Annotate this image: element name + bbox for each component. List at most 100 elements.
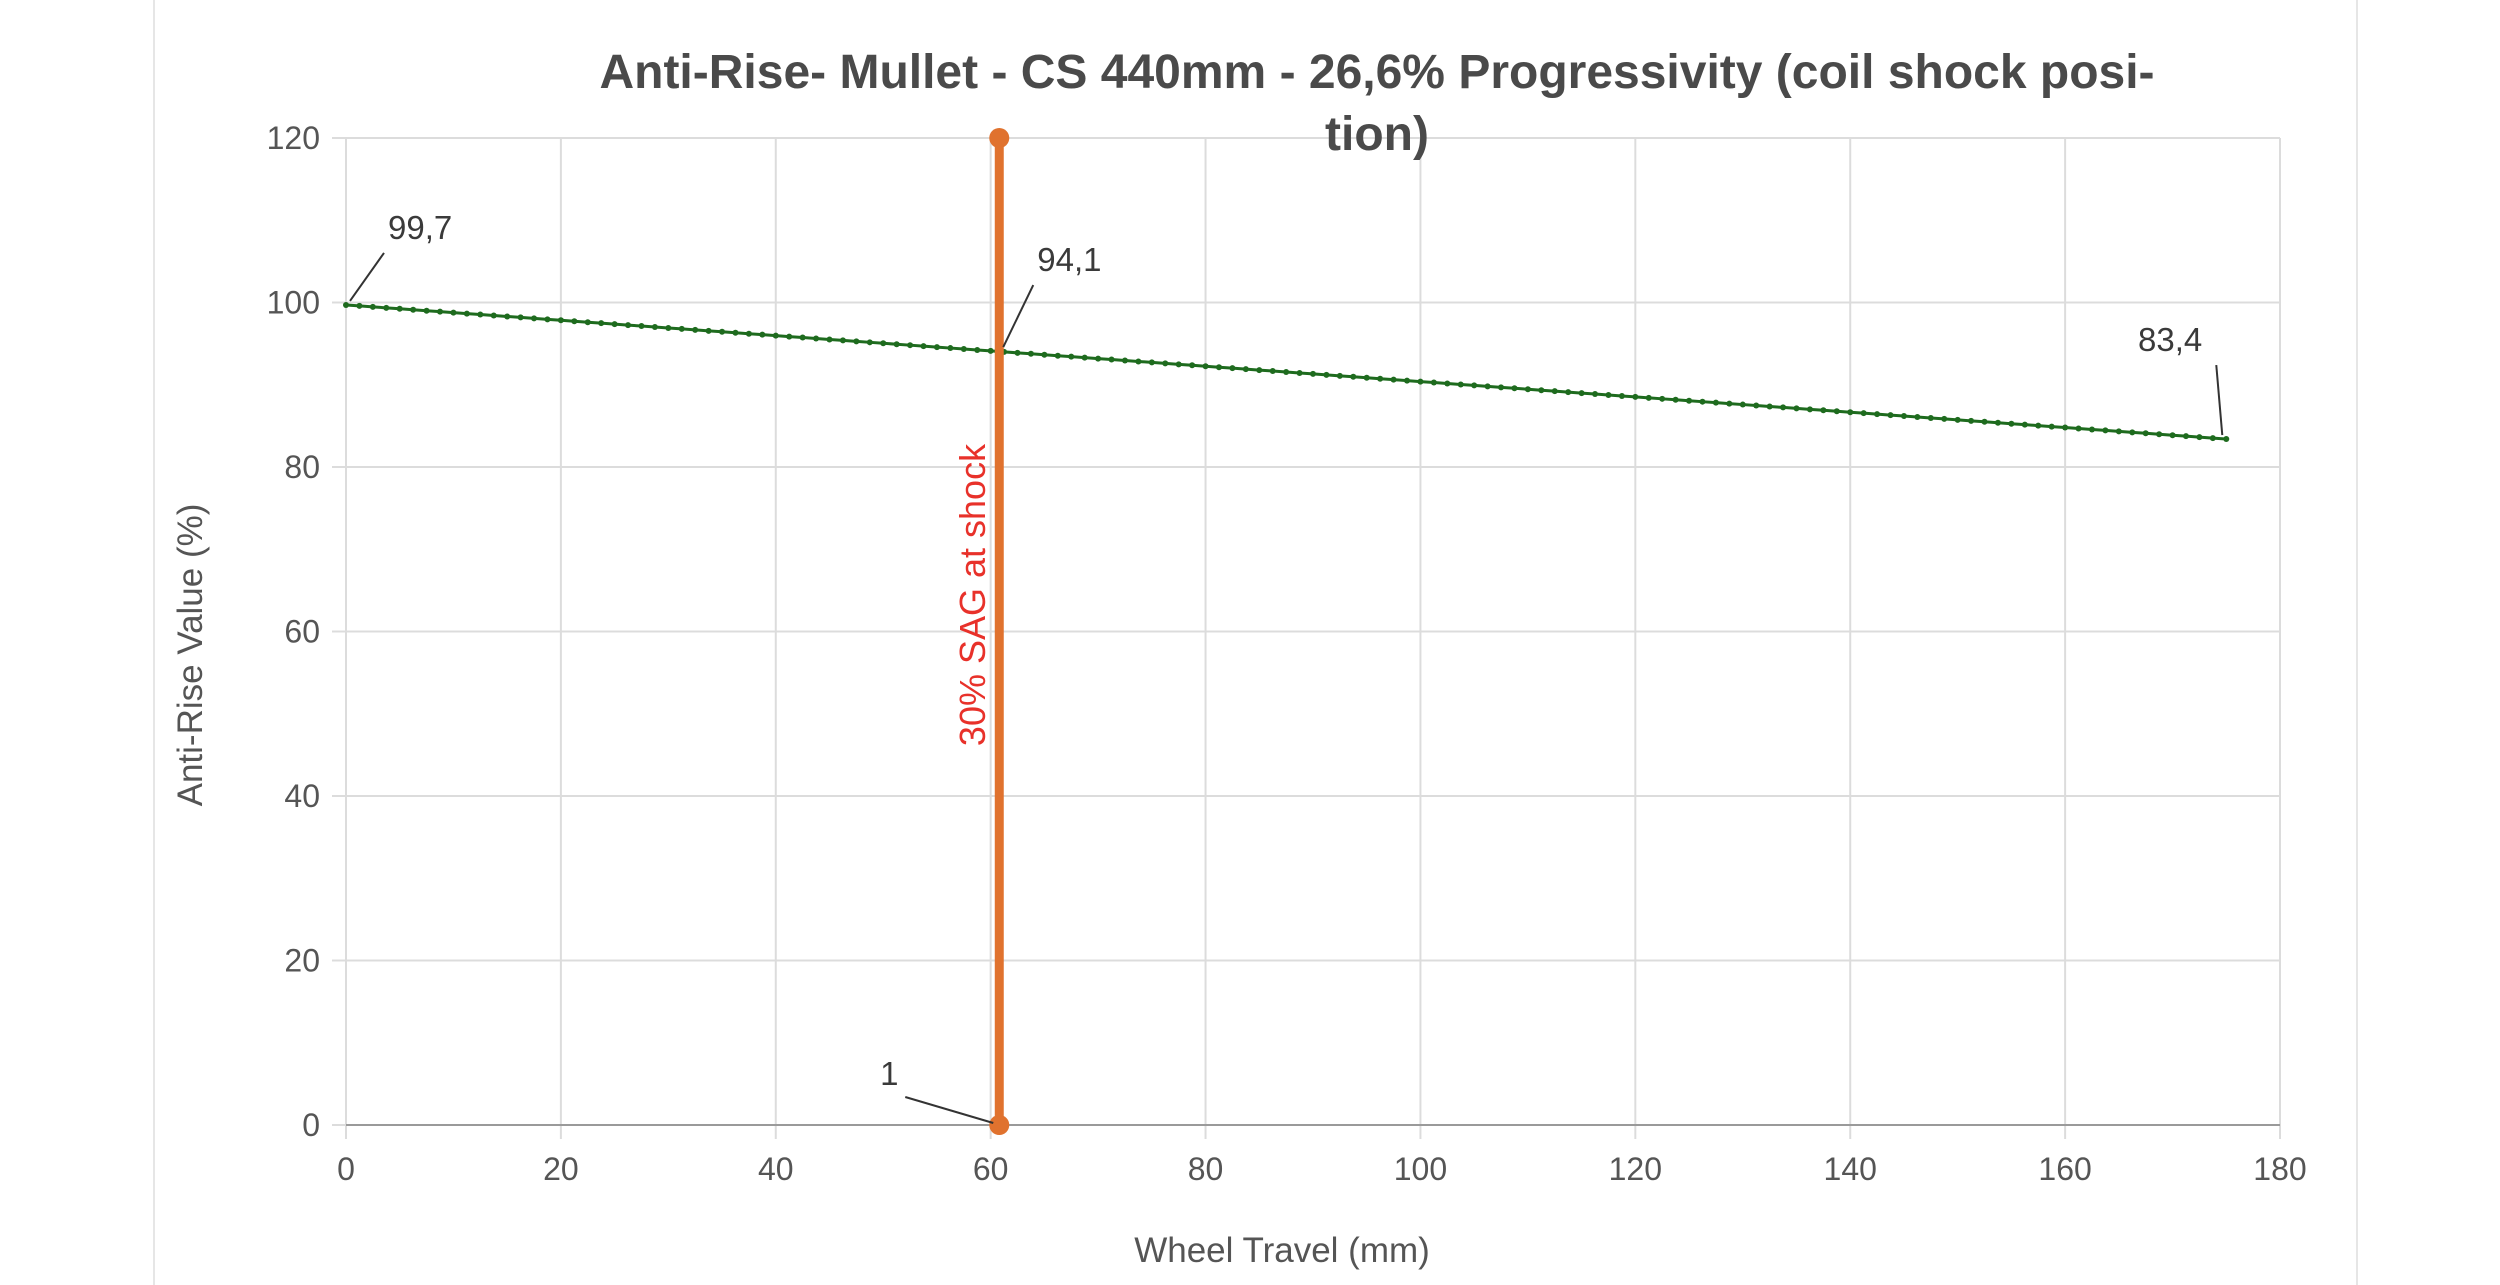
chart-title-line-2: tion)	[1325, 108, 1429, 161]
anti-rise-point	[1256, 367, 1263, 374]
anti-rise-point	[1242, 366, 1249, 373]
anti-rise-point	[745, 330, 752, 337]
anti-rise-point	[2075, 425, 2082, 432]
anti-rise-point	[1041, 351, 1048, 358]
anti-rise-point	[584, 319, 591, 326]
anti-rise-point	[477, 311, 484, 318]
anti-rise-point	[410, 306, 417, 313]
anti-rise-point	[1860, 410, 1867, 417]
anti-rise-point	[1739, 401, 1746, 408]
anti-rise-point	[2223, 436, 2230, 443]
anti-rise-point	[893, 341, 900, 348]
anti-rise-point	[1404, 377, 1411, 384]
data-label-leader	[904, 1096, 994, 1124]
anti-rise-point	[1672, 396, 1679, 403]
anti-rise-point	[1081, 354, 1088, 361]
x-tick-label: 160	[2038, 1151, 2091, 1187]
anti-rise-point	[544, 316, 551, 323]
anti-rise-point	[933, 344, 940, 351]
anti-rise-point	[2169, 432, 2176, 439]
anti-rise-point	[490, 312, 497, 319]
data-label-leader	[2215, 364, 2224, 436]
data-label: 94,1	[1037, 241, 1101, 278]
anti-rise-point	[2102, 427, 2109, 434]
anti-rise-point	[1632, 393, 1639, 400]
anti-rise-point	[383, 304, 390, 311]
anti-rise-point	[839, 337, 846, 344]
anti-rise-point	[343, 301, 349, 308]
anti-rise-point	[1712, 399, 1719, 406]
anti-rise-point	[719, 328, 726, 335]
anti-rise-point	[880, 340, 887, 347]
anti-rise-point	[759, 331, 766, 338]
anti-rise-point	[2182, 433, 2189, 440]
anti-rise-point	[531, 315, 538, 322]
sag-point	[989, 128, 1010, 148]
anti-rise-point	[920, 343, 927, 350]
anti-rise-point	[678, 325, 685, 332]
anti-rise-point	[1377, 375, 1384, 382]
anti-rise-point	[1054, 352, 1061, 359]
anti-rise-point	[799, 334, 806, 341]
y-tick-label: 60	[284, 614, 320, 650]
chart-card	[153, 0, 2358, 1285]
anti-rise-point	[1766, 403, 1773, 410]
anti-rise-point	[1068, 353, 1075, 360]
anti-rise-point	[960, 346, 967, 353]
data-label: 1	[880, 1055, 898, 1092]
anti-rise-point	[1914, 414, 1921, 421]
anti-rise-point	[1954, 416, 1961, 423]
anti-rise-point	[598, 320, 605, 327]
y-tick-label: 0	[302, 1107, 320, 1143]
anti-rise-point	[2048, 423, 2055, 430]
x-tick-label: 20	[543, 1151, 579, 1187]
anti-rise-point	[772, 332, 779, 339]
sag-point	[989, 1115, 1010, 1135]
anti-rise-point	[786, 333, 793, 340]
anti-rise-point	[1430, 379, 1437, 386]
anti-rise-point	[1027, 350, 1034, 357]
data-label: 83,4	[2138, 321, 2202, 358]
anti-rise-point	[1753, 402, 1760, 409]
data-labels: 99,7 94,1 83,4 1	[349, 209, 2224, 1124]
anti-rise-point	[732, 329, 739, 336]
anti-rise-point	[1390, 376, 1397, 383]
anti-rise-point	[692, 326, 699, 333]
series-layer	[343, 128, 2230, 1135]
anti-rise-point	[1148, 359, 1155, 366]
anti-rise-point	[1121, 357, 1128, 364]
x-tick-label: 140	[1824, 1151, 1877, 1187]
anti-rise-point	[638, 323, 645, 330]
anti-rise-point	[1310, 370, 1316, 377]
y-tick-label: 80	[284, 449, 320, 485]
anti-rise-point	[2156, 431, 2163, 438]
anti-rise-point	[1498, 384, 1505, 391]
y-axis-label: Anti-Rise Value (%)	[171, 504, 210, 807]
anti-rise-point	[2088, 426, 2095, 433]
anti-rise-point	[1202, 363, 1209, 370]
anti-rise-point	[1820, 407, 1827, 414]
anti-rise-point	[1806, 406, 1813, 413]
anti-rise-point	[2115, 428, 2122, 435]
data-label-leader	[1002, 284, 1035, 348]
anti-rise-point	[625, 322, 632, 329]
anti-rise-point	[1538, 387, 1545, 394]
anti-rise-point	[1551, 388, 1558, 395]
anti-rise-point	[813, 335, 820, 342]
sag-annotation: 30% SAG at shock	[952, 443, 993, 746]
x-tick-label: 180	[2253, 1151, 2306, 1187]
anti-rise-point	[2129, 429, 2136, 436]
anti-rise-point	[1618, 392, 1625, 399]
anti-rise-point	[2196, 434, 2203, 441]
anti-rise-point	[1363, 374, 1370, 381]
x-tick-label: 80	[1188, 1151, 1224, 1187]
anti-rise-point	[2035, 422, 2042, 429]
anti-rise-point	[571, 318, 578, 325]
anti-rise-point	[1565, 389, 1572, 396]
anti-rise-point	[1162, 360, 1169, 367]
grid	[332, 137, 2281, 1139]
anti-rise-point	[1592, 391, 1599, 398]
anti-rise-point	[463, 310, 470, 317]
anti-rise-point	[1095, 355, 1102, 362]
